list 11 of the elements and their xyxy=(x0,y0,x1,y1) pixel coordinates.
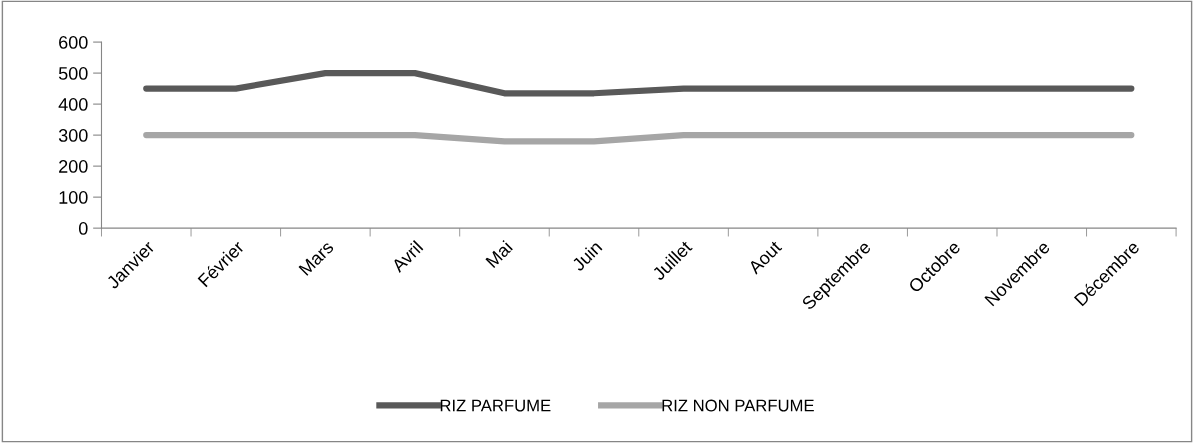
y-tick-label: 100 xyxy=(59,191,88,204)
y-tick-label: 0 xyxy=(78,222,88,235)
legend-label: RIZ PARFUME xyxy=(440,399,551,412)
y-tick-label: 400 xyxy=(58,98,88,111)
x-tick-label: Juin xyxy=(570,240,603,272)
y-tick-label: 500 xyxy=(58,67,88,80)
y-tick-label: 300 xyxy=(58,129,88,142)
y-tick-label: 200 xyxy=(59,160,88,173)
legend-label: RIZ NON PARFUME xyxy=(662,399,814,412)
y-tick-label: 600 xyxy=(59,36,88,49)
x-tick-label: Mai xyxy=(484,240,513,269)
